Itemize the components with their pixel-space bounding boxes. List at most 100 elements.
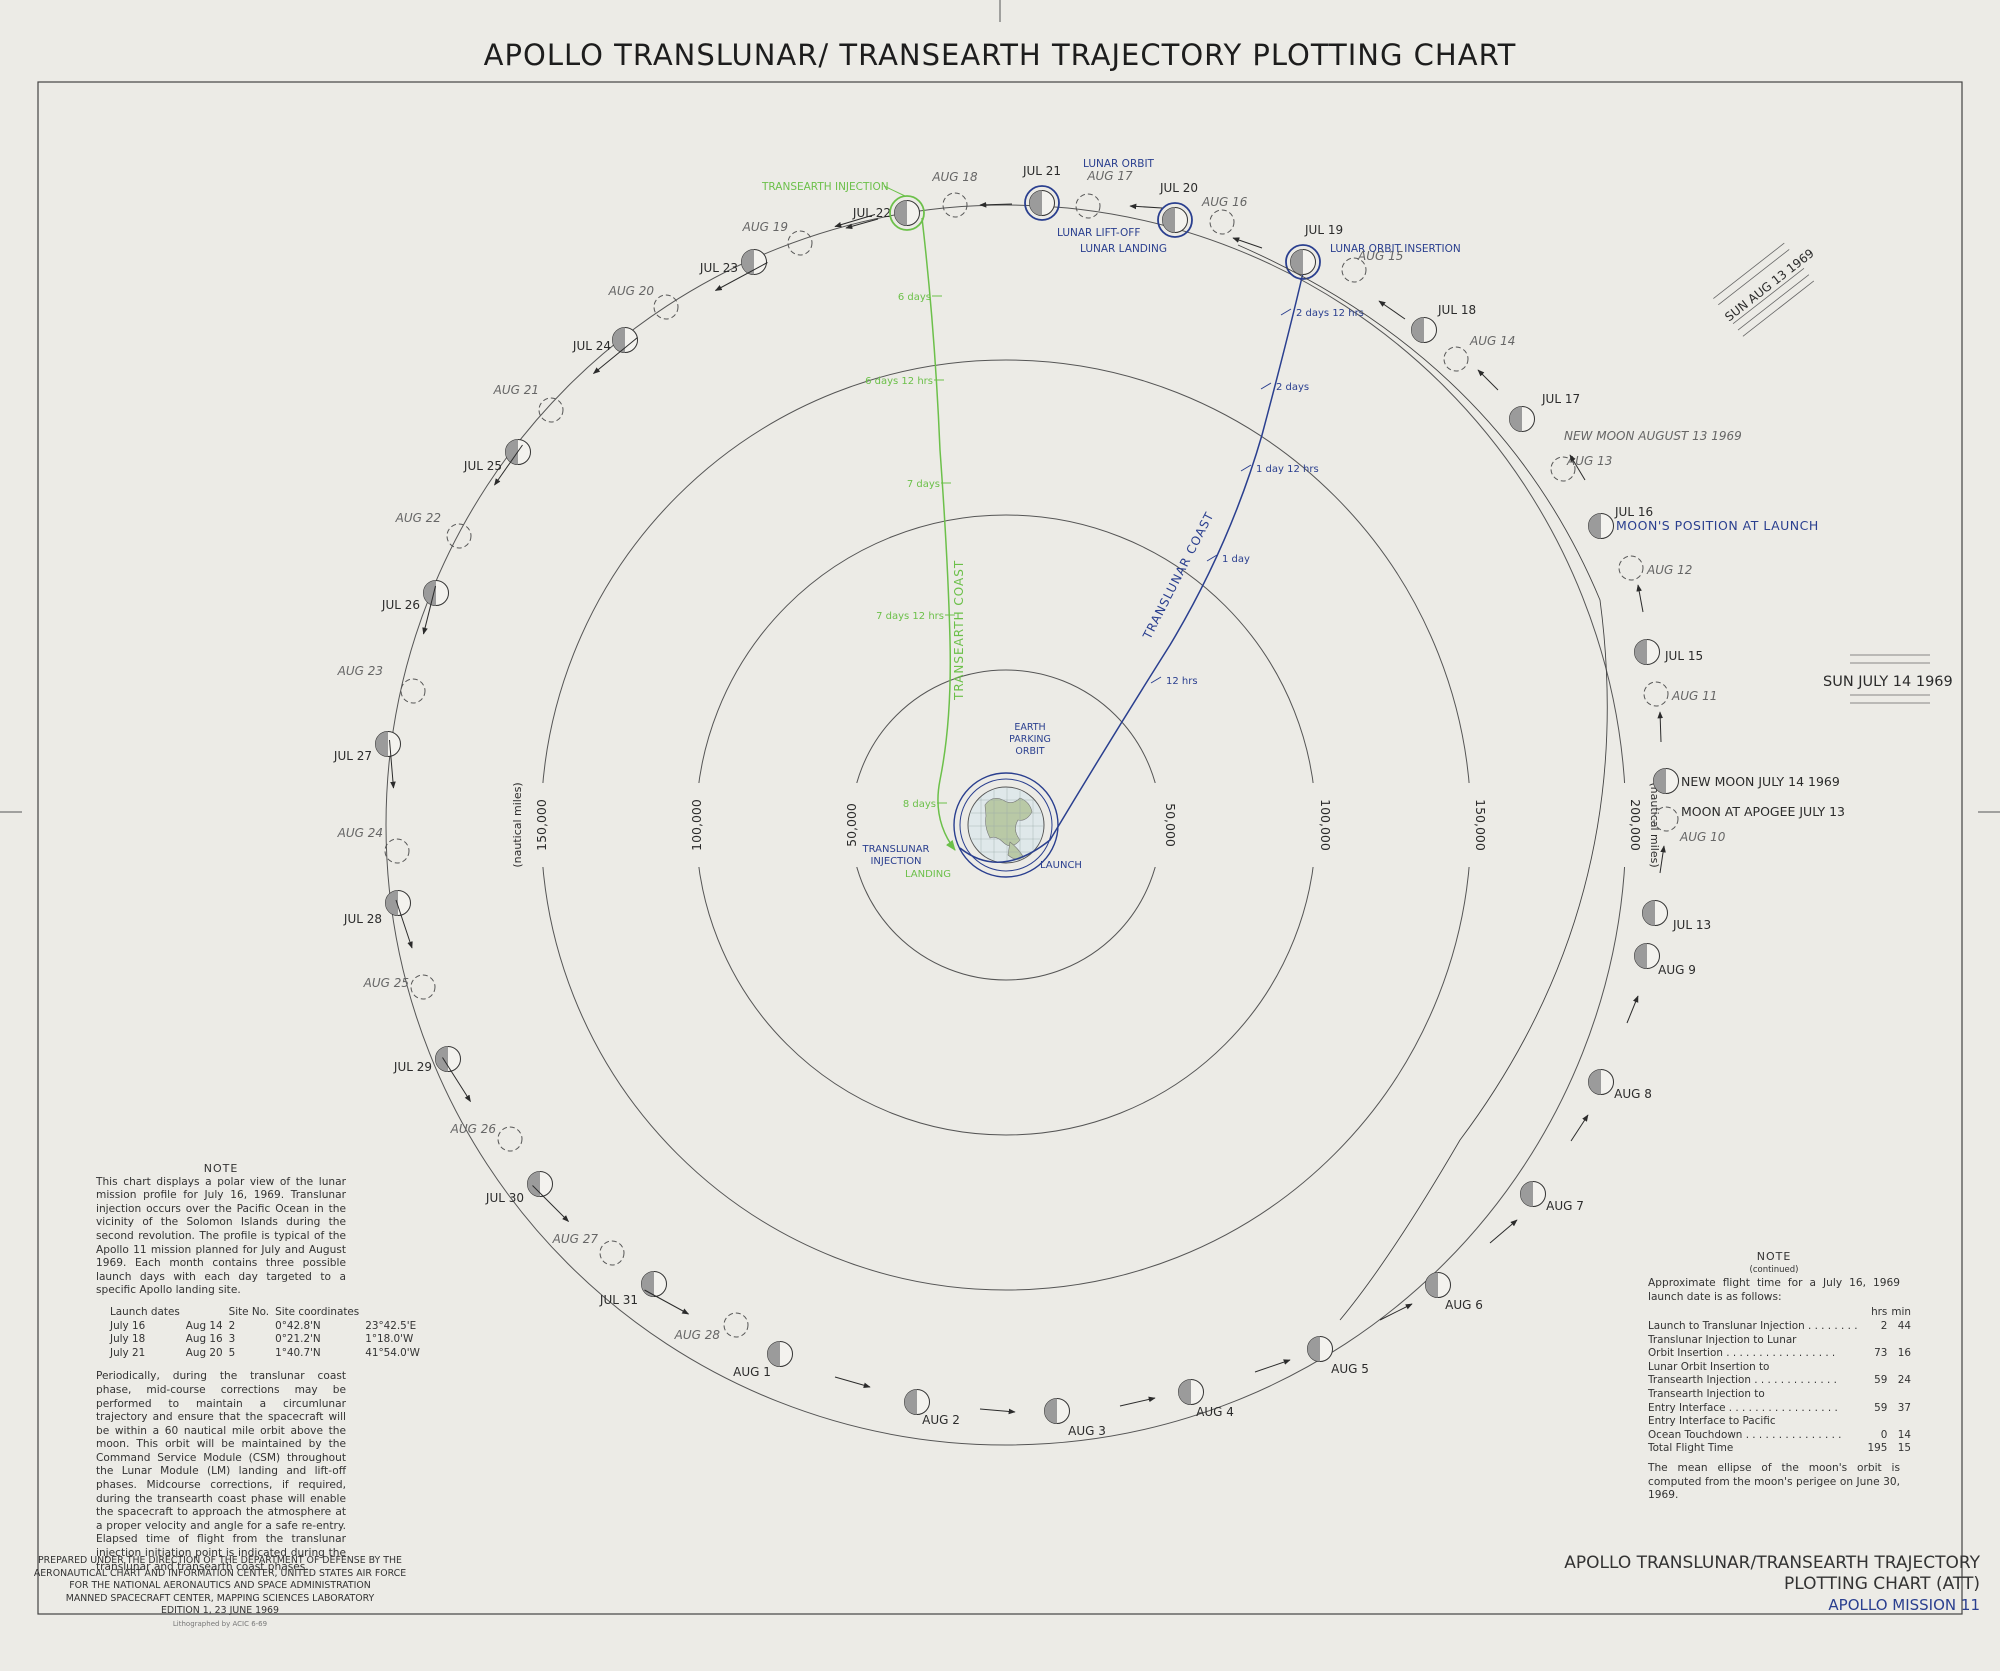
sun-ray <box>1718 249 1790 306</box>
orbit-direction-arrow <box>1379 1303 1413 1321</box>
credit-line: AERONAUTICAL CHART AND INFORMATION CENTE… <box>33 1567 407 1579</box>
moon-position-july <box>1634 639 1660 665</box>
table-cell: 5 <box>228 1346 236 1359</box>
table-cell: 73 <box>1874 1347 1888 1360</box>
title-block: APOLLO TRANSLUNAR/TRANSEARTH TRAJECTORY … <box>1500 1553 1980 1616</box>
moon-shadow <box>505 439 518 465</box>
ghost-moon-august <box>1443 346 1469 372</box>
sun-label-bg <box>1718 250 1808 325</box>
ghost-moon-august <box>942 192 968 218</box>
orbit-direction-arrow <box>845 218 879 229</box>
table-row: Transearth Injection to <box>1648 1388 1911 1402</box>
moon-shadow <box>767 1341 780 1367</box>
ring-label-bg <box>1462 783 1480 867</box>
moon-shadow <box>1044 1398 1057 1424</box>
moon-shadow <box>1520 1181 1533 1207</box>
table-cell <box>1864 1415 1888 1429</box>
credit-block: PREPARED UNDER THE DIRECTION OF THE DEPA… <box>30 1555 410 1630</box>
moon-date-label: AUG 1 <box>733 1365 771 1379</box>
moon-position-august <box>767 1341 793 1367</box>
new-moon-shadow <box>1653 768 1666 794</box>
note-paragraph: Periodically, during the translunar coas… <box>96 1370 346 1573</box>
ghost-moon-august <box>1550 456 1576 482</box>
orbit-direction-arrow <box>1570 1114 1589 1142</box>
moon-position-july <box>423 580 449 606</box>
orbit-direction-arrow <box>834 1376 871 1388</box>
moon-date-label: JUL 30 <box>485 1191 524 1205</box>
table-header-cell: Launch dates <box>110 1305 180 1318</box>
moon-shadow <box>1634 943 1647 969</box>
sun-august-label: SUN AUG 13 1969 <box>1722 246 1816 324</box>
table-cell <box>1864 1388 1888 1402</box>
moon-position-july <box>1029 190 1055 216</box>
parking-orbit-circle <box>953 772 1059 878</box>
moon-shadow <box>435 1046 448 1072</box>
ghost-date-label: AUG 13 <box>1566 454 1612 468</box>
table-cell: Total Flight Time <box>1648 1442 1734 1455</box>
table-cell: Entry Interface to Pacific <box>1648 1415 1776 1428</box>
table-cell <box>1887 1334 1911 1348</box>
moon-shadow <box>527 1171 540 1197</box>
leader-line <box>883 185 906 197</box>
table-cell: 24 <box>1897 1374 1911 1387</box>
lunar-orbit-label: LUNAR ORBIT <box>1083 158 1155 170</box>
moon-date-label: JUL 24 <box>572 339 611 353</box>
table-cell: 14 <box>1897 1428 1911 1441</box>
credit-line: MANNED SPACECRAFT CENTER, MAPPING SCIENC… <box>65 1592 375 1604</box>
ghost-date-label: AUG 10 <box>1679 830 1726 844</box>
ghost-moon-august <box>400 678 426 704</box>
table-cell: July 16 <box>110 1319 146 1332</box>
moon-date-label: JUL 27 <box>333 749 372 763</box>
moon-shadow <box>641 1271 654 1297</box>
orbit-direction-arrow <box>389 739 396 789</box>
moon-shadow <box>741 249 754 275</box>
ghost-date-label: AUG 18 <box>931 170 978 184</box>
transearth-time-label: 7 days <box>907 479 940 490</box>
orbit-direction-arrow <box>494 444 523 486</box>
ghost-moon-august <box>1209 209 1235 235</box>
moon-date-label: AUG 5 <box>1331 1362 1369 1376</box>
moon-shadow <box>1642 900 1655 926</box>
table-cell: Translunar Injection to Lunar <box>1648 1333 1797 1346</box>
moon-date-label: AUG 3 <box>1068 1424 1106 1438</box>
ghost-moon-august <box>384 838 410 864</box>
moon-position-july <box>1509 406 1535 432</box>
moon-date-label: JUL 26 <box>381 598 420 612</box>
moon-shadow <box>1029 190 1042 216</box>
sun-ray <box>1742 280 1815 337</box>
ring-label: 150,000 <box>1473 799 1488 851</box>
table-header-cell: hrs <box>1871 1306 1888 1319</box>
orbit-direction-arrow <box>395 899 413 949</box>
moon-position-july <box>435 1046 461 1072</box>
moon-shadow <box>904 1389 917 1415</box>
ring-label: 150,000 <box>534 799 549 851</box>
table-cell <box>1887 1388 1911 1402</box>
moon-date-label: JUL 31 <box>599 1293 638 1307</box>
chart-title: APOLLO TRANSLUNAR/ TRANSEARTH TRAJECTORY… <box>483 38 1517 72</box>
moon-date-label: JUL 17 <box>1541 392 1580 406</box>
translunar-injection-label: TRANSLUNAR INJECTION <box>862 844 930 867</box>
table-cell: 2 <box>228 1319 236 1332</box>
table-header-cell: min <box>1891 1306 1911 1319</box>
moon-date-label: JUL 18 <box>1437 303 1476 317</box>
orbit-direction-arrow <box>442 1057 471 1103</box>
sun-july-label: SUN JULY 14 1969 <box>1823 674 1953 690</box>
table-header-cell: Site No. <box>228 1305 270 1318</box>
ghost-moon-august <box>497 1126 523 1152</box>
continent-shape <box>984 797 1033 847</box>
moon-shadow <box>612 327 625 353</box>
ring-label: 100,000 <box>689 799 704 851</box>
credit-line: FOR THE NATIONAL AERONAUTICS AND SPACE A… <box>69 1580 371 1591</box>
ring-label: 200,000 <box>1628 799 1643 851</box>
orbit-direction-arrow <box>532 1185 569 1222</box>
moon-position-july <box>894 200 920 226</box>
table-header-cell <box>365 1306 426 1320</box>
moon-shadow <box>423 580 436 606</box>
sun-ray <box>1713 242 1785 299</box>
table-cell: July 21 <box>110 1346 146 1359</box>
table-row: Lunar Orbit Insertion to <box>1648 1361 1911 1375</box>
moon-position-july <box>1588 513 1614 539</box>
table-cell: 1°40.7'N <box>275 1346 321 1359</box>
orbit-direction-arrow <box>1659 845 1666 874</box>
table-header: hrs min <box>1648 1306 1911 1320</box>
